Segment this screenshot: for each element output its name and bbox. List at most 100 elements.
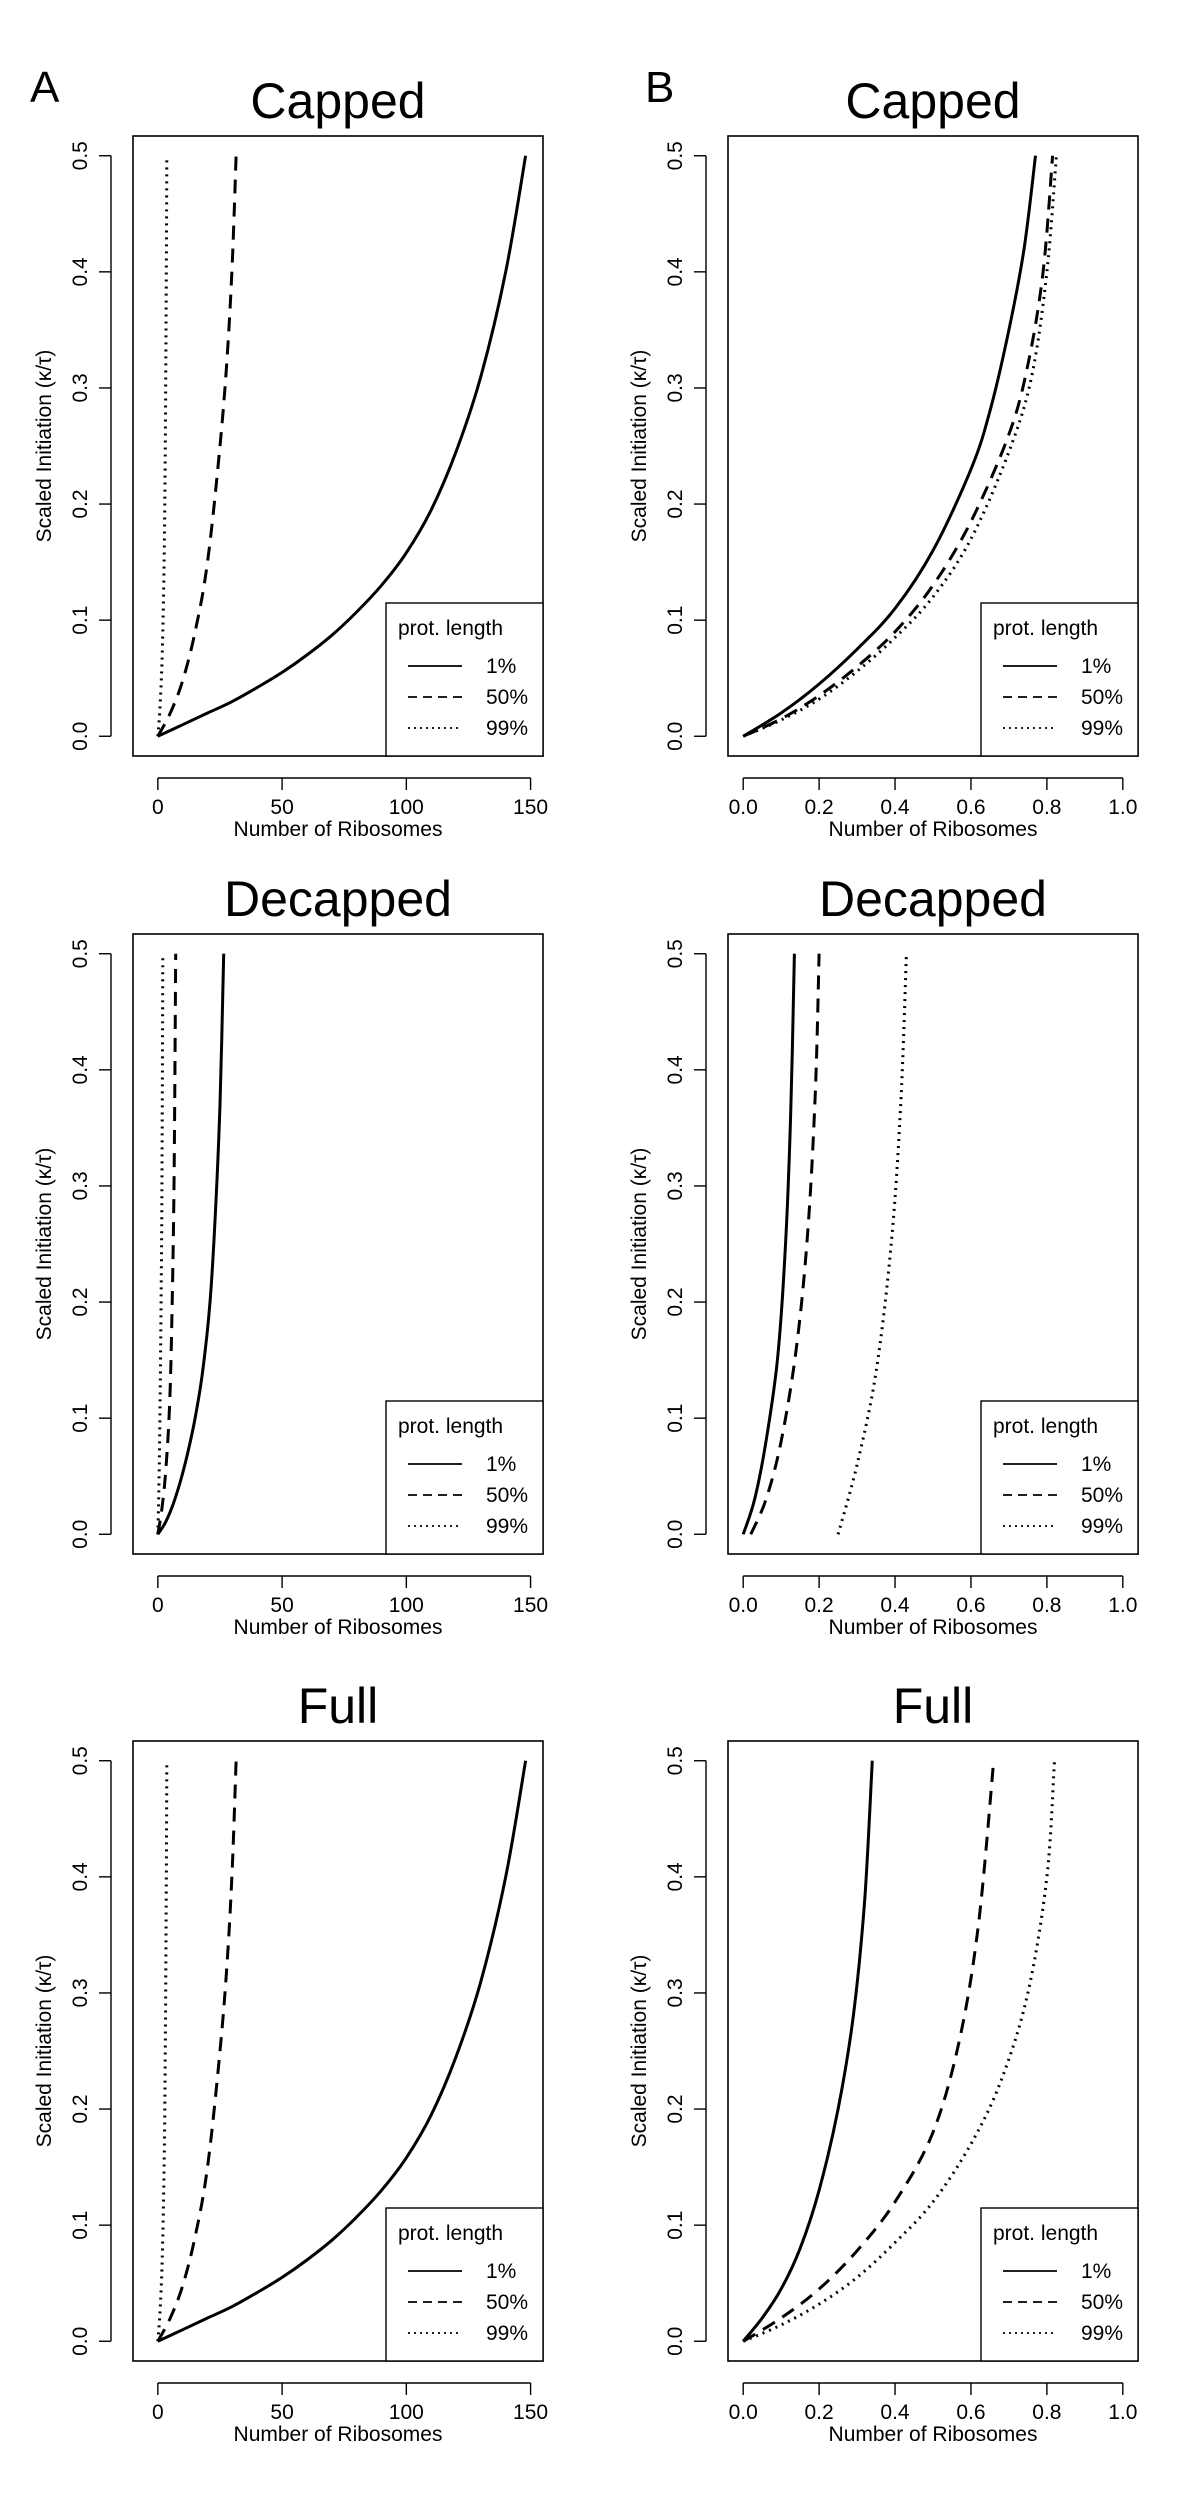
panel-letter-b: B — [645, 63, 674, 112]
plot-frame — [132, 933, 544, 1555]
x-tick-label: 0.2 — [805, 2401, 834, 2424]
y-tick-label: 0.1 — [664, 2211, 687, 2240]
y-tick-label: 0.5 — [664, 1746, 687, 1775]
x-tick-label: 0.4 — [880, 796, 910, 819]
y-tick-label: 0.0 — [69, 722, 92, 751]
chart-1: Capped 0.0 0.2 0.4 0.6 0.8 1.0 Number of Riboso… — [628, 73, 1139, 841]
x-tick-label: 0.2 — [805, 796, 834, 819]
y-tick-label: 0.0 — [69, 1520, 92, 1549]
x-tick-label: 50 — [270, 796, 293, 819]
y-tick-label: 0.5 — [69, 1746, 92, 1775]
y-tick-label: 0.3 — [664, 373, 687, 402]
y-axis-label: Scaled Initiation (κ/τ) — [33, 1955, 56, 2148]
x-tick-label: 50 — [270, 2401, 293, 2424]
y-tick-label: 0.1 — [664, 1404, 687, 1433]
y-tick-label: 0.2 — [664, 2094, 687, 2123]
plot-frame — [727, 933, 1139, 1555]
series-line-99pct — [156, 1760, 169, 2342]
x-tick-label: 0.4 — [880, 1594, 910, 1617]
y-tick-label: 0.1 — [69, 606, 92, 635]
series-line-1pct — [742, 155, 1037, 738]
y-axis-label: Scaled Initiation (κ/τ) — [628, 1955, 651, 2148]
y-tick-label: 0.3 — [69, 373, 92, 402]
legend-label: 99% — [486, 2322, 528, 2345]
x-tick-label: 0.6 — [956, 2401, 985, 2424]
y-tick-label: 0.2 — [69, 1287, 92, 1316]
series-line-1pct — [157, 155, 528, 738]
chart-5: Full 0.0 0.2 0.4 0.6 0.8 1.0 Number of Ribosome… — [628, 1678, 1139, 2446]
x-tick-label: 50 — [270, 1594, 293, 1617]
series-line-99pct — [836, 953, 908, 1535]
y-axis-label: Scaled Initiation (κ/τ) — [628, 350, 651, 543]
x-axis-label: Number of Ribosomes — [829, 1616, 1038, 1639]
panel-letter-a: A — [30, 63, 60, 112]
x-axis-label: Number of Ribosomes — [829, 2423, 1038, 2446]
series-line-99pct — [742, 155, 1058, 738]
series-line-50pct — [742, 155, 1055, 738]
legend-title: prot. length — [398, 617, 503, 640]
y-tick-label: 0.1 — [69, 2211, 92, 2240]
series-line-50pct — [156, 155, 238, 738]
series-line-1pct — [741, 953, 796, 1535]
y-tick-label: 0.3 — [664, 1978, 687, 2007]
x-tick-label: 1.0 — [1108, 1594, 1137, 1617]
x-tick-label: 0.4 — [880, 2401, 910, 2424]
legend-label: 50% — [1081, 1484, 1123, 1507]
series-line-99pct — [156, 953, 165, 1535]
legend-label: 1% — [1081, 1453, 1111, 1476]
plot-frame — [727, 1740, 1139, 2362]
y-tick-label: 0.1 — [69, 1404, 92, 1433]
series-line-1pct — [157, 1760, 528, 2343]
series-line-1pct — [742, 1760, 874, 2343]
y-tick-label: 0.4 — [664, 257, 687, 287]
y-tick-label: 0.5 — [664, 939, 687, 968]
y-tick-label: 0.3 — [69, 1978, 92, 2007]
x-tick-label: 0 — [152, 2401, 164, 2424]
y-tick-label: 0.3 — [69, 1171, 92, 1200]
legend-label: 99% — [486, 717, 528, 740]
chart-2: Decapped 0 50 100 150 Number of Ribosomes 0.0 0… — [33, 871, 548, 1639]
y-tick-label: 0.4 — [69, 1055, 92, 1085]
legend-label: 99% — [1081, 2322, 1123, 2345]
legend-box — [980, 1400, 1139, 1555]
legend-box — [385, 2207, 544, 2362]
legend-title: prot. length — [398, 1415, 503, 1438]
x-axis-label: Number of Ribosomes — [829, 818, 1038, 841]
series-line-1pct — [156, 953, 226, 1536]
legend-label: 50% — [486, 2291, 528, 2314]
legend-label: 1% — [486, 1453, 516, 1476]
legend-title: prot. length — [993, 1415, 1098, 1438]
x-tick-label: 150 — [513, 1594, 548, 1617]
y-tick-label: 0.4 — [69, 257, 92, 287]
chart-title: Capped — [845, 73, 1020, 129]
y-tick-label: 0.5 — [664, 141, 687, 170]
chart-title: Decapped — [224, 871, 452, 927]
legend-label: 50% — [486, 686, 528, 709]
y-tick-label: 0.2 — [69, 489, 92, 518]
chart-title: Full — [298, 1678, 379, 1734]
chart-0: Capped 0 50 100 150 Number of Ribosomes 0.0 0.1… — [33, 73, 548, 841]
legend-box — [385, 1400, 544, 1555]
y-tick-label: 0.5 — [69, 141, 92, 170]
chart-title: Capped — [250, 73, 425, 129]
x-tick-label: 100 — [389, 1594, 424, 1617]
x-tick-label: 0.8 — [1032, 796, 1061, 819]
x-tick-label: 0.8 — [1032, 1594, 1061, 1617]
x-tick-label: 150 — [513, 796, 548, 819]
chart-4: Full 0 50 100 150 Number of Ribosomes 0.0 0.1 0.… — [33, 1678, 548, 2446]
y-tick-label: 0.2 — [664, 1287, 687, 1316]
x-tick-label: 0.6 — [956, 796, 985, 819]
legend-title: prot. length — [993, 2222, 1098, 2245]
x-tick-label: 0 — [152, 796, 164, 819]
legend-label: 50% — [1081, 686, 1123, 709]
y-tick-label: 0.4 — [664, 1055, 687, 1085]
x-tick-label: 0.6 — [956, 1594, 985, 1617]
y-tick-label: 0.2 — [69, 2094, 92, 2123]
plot-frame — [132, 135, 544, 757]
x-tick-label: 0 — [152, 1594, 164, 1617]
y-tick-label: 0.3 — [664, 1171, 687, 1200]
x-axis-label: Number of Ribosomes — [234, 1616, 443, 1639]
x-tick-label: 0.8 — [1032, 2401, 1061, 2424]
plots-grid: Capped 0 50 100 150 Number of Ribosomes 0.0 0.1… — [33, 73, 1139, 2446]
